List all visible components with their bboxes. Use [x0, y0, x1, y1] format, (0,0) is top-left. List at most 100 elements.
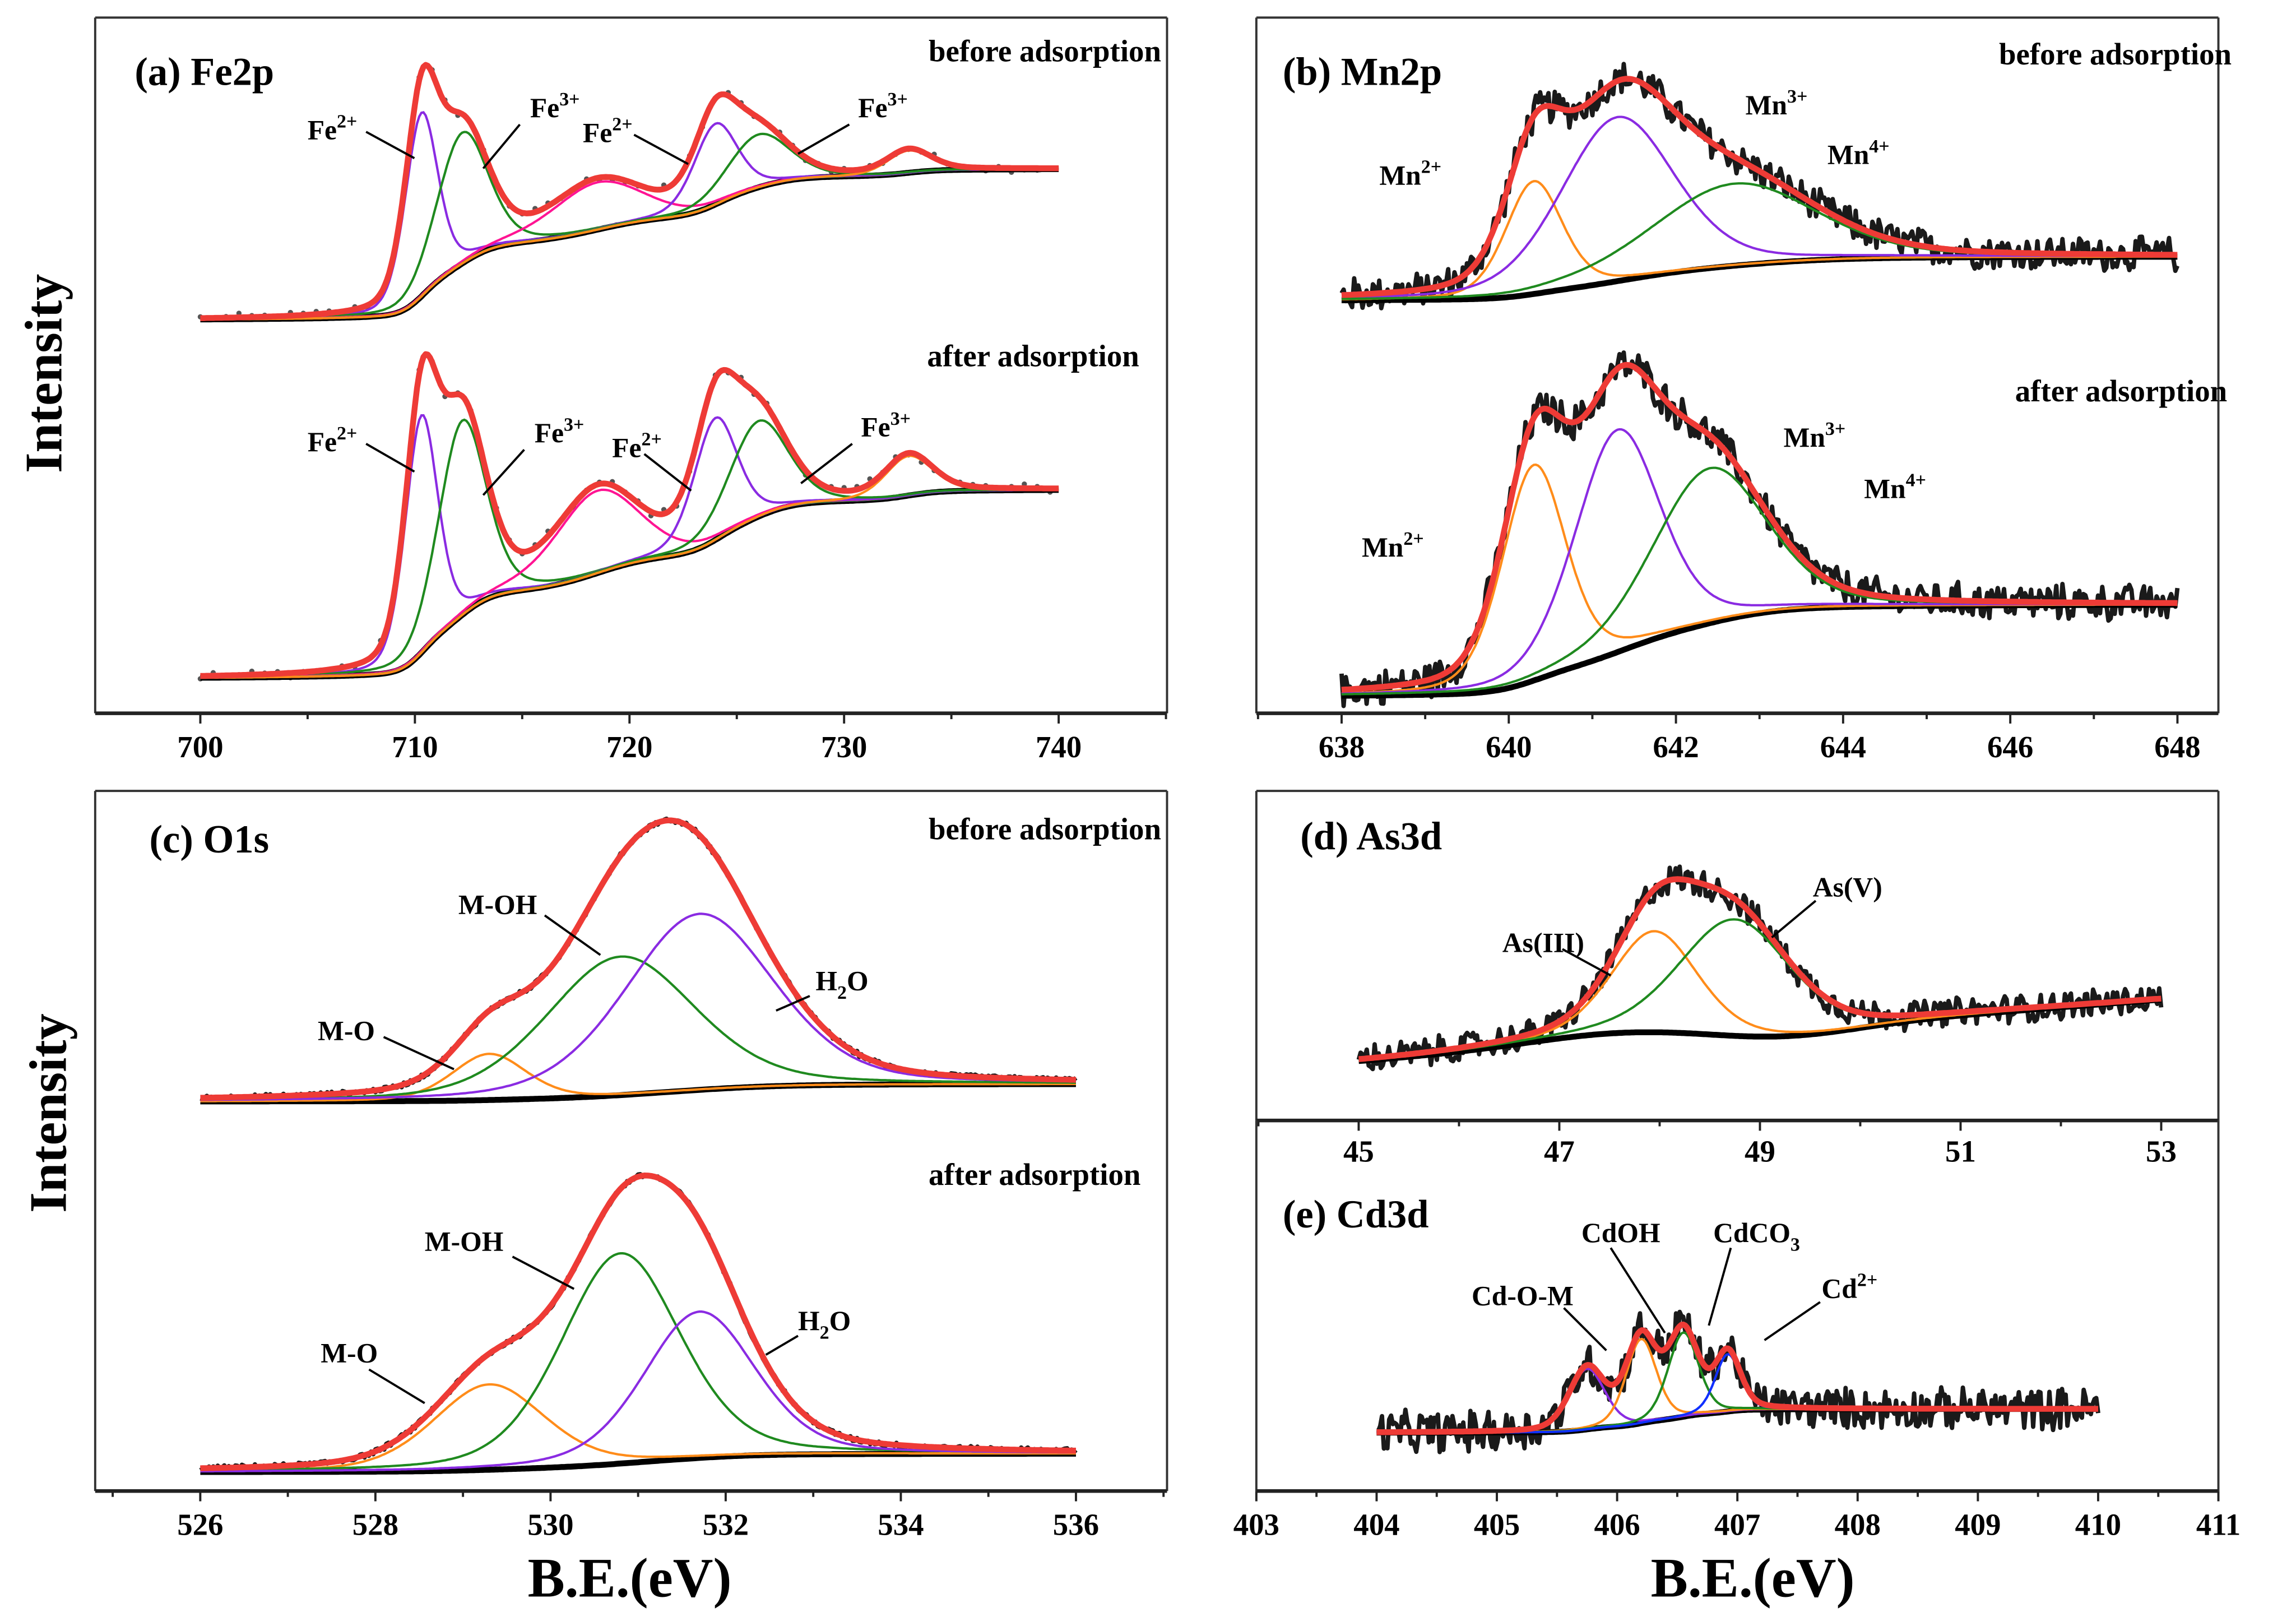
annotation-base: Fe [858, 92, 887, 123]
peak-annotation: Fe2+ [612, 429, 662, 463]
condition-label: after adsorption [927, 339, 1139, 373]
annotation-base: H [798, 1305, 820, 1336]
peak-annotation: Cd-O-M [1472, 1280, 1574, 1311]
annotation-superscript: 3+ [887, 89, 907, 110]
peak-annotation: H2O [798, 1305, 851, 1343]
annotation-base: Fe [583, 117, 612, 148]
annotation-leader-line [544, 914, 601, 956]
annotation-base: M-O [318, 1015, 375, 1046]
x-tick-label: 528 [352, 1508, 398, 1542]
panel-title: (a) Fe2p [134, 50, 274, 94]
peak-annotation: M-O [321, 1337, 378, 1368]
x-tick-label: 648 [2154, 730, 2200, 764]
annotation-leader-line [797, 123, 850, 155]
annotation-base: Mn [1362, 532, 1403, 563]
fit-component [200, 149, 1059, 321]
x-tick-label: 49 [1745, 1134, 1775, 1168]
panel-b: 638 640 642 644 646 648 (b) Mn2p before adsorpt… [1255, 16, 2232, 764]
x-tick-label: 45 [1343, 1134, 1374, 1168]
y-axis-label-bottom: Intensity [20, 1013, 78, 1212]
peak-annotation: Fe2+ [583, 114, 633, 149]
annotation-superscript: 2+ [337, 423, 357, 444]
annotation-superscript: 4+ [1906, 470, 1926, 491]
annotation-leader-line [512, 1255, 575, 1290]
y-axis-label-top: Intensity [15, 274, 73, 473]
peak-annotation: Mn2+ [1379, 156, 1441, 191]
peak-annotation: CdCO3 [1713, 1217, 1800, 1255]
peak-annotation: Mn3+ [1783, 419, 1845, 453]
annotation-leader-line [368, 1368, 425, 1405]
spectrum-before-adsorption: before adsorption M-OH H2O M-O [200, 812, 1161, 1105]
annotation-base: Mn [1827, 140, 1869, 170]
x-tick-label: 640 [1486, 730, 1532, 764]
fit-component [200, 1310, 1076, 1473]
x-tick-label: 47 [1544, 1134, 1575, 1168]
peak-annotation: Fe3+ [861, 409, 911, 443]
annotation-superscript: 2+ [1403, 529, 1423, 549]
annotation-base: Cd-O-M [1472, 1280, 1574, 1311]
annotation-leader-line [482, 123, 521, 169]
x-tick-label: 411 [2196, 1508, 2241, 1542]
condition-label: before adsorption [1999, 37, 2232, 71]
annotation-leader-line [1771, 900, 1817, 938]
x-tick-label: 53 [2146, 1134, 2177, 1168]
x-tick-label: 536 [1053, 1508, 1099, 1542]
plots: 700 710 720 730 740 (a) Fe2p before adsorption… [94, 16, 2241, 1542]
fit-component [200, 1383, 1076, 1472]
annotation-superscript: 2+ [642, 429, 662, 450]
fit-envelope [1341, 362, 2178, 693]
x-tick-label: 408 [1835, 1508, 1881, 1542]
annotation-superscript: 2+ [1857, 1269, 1877, 1290]
annotation-superscript: 4+ [1869, 136, 1889, 157]
annotation-superscript: 2+ [337, 111, 357, 132]
x-tick-label: 642 [1653, 730, 1699, 764]
fit-component [200, 455, 1059, 679]
x-tick-label: 405 [1474, 1508, 1520, 1542]
fit-component [200, 488, 1059, 679]
fit-envelope [1375, 1321, 2099, 1435]
annotation-base: M-OH [425, 1226, 504, 1257]
annotation-leader-line [1562, 948, 1612, 977]
spectrum-main: As(III)As(V) [1356, 864, 2164, 1072]
peak-annotation: Fe3+ [858, 89, 908, 123]
raw-data-line [1339, 62, 2179, 311]
peak-annotation: Fe3+ [530, 89, 580, 123]
annotation-base: Mn [1746, 90, 1787, 121]
panel-d: 45 47 49 51 53 (d) As3d As(III)As(V) [1255, 790, 2220, 1168]
annotation-subscript: 3 [1791, 1235, 1800, 1255]
x-tick-label: 730 [821, 730, 867, 764]
x-tick-label: 409 [1955, 1508, 2001, 1542]
panel-title: (d) As3d [1300, 815, 1442, 859]
annotation-base: CdCO [1713, 1217, 1791, 1248]
annotation-superscript: 3+ [1825, 419, 1845, 439]
x-tick-label: 638 [1319, 730, 1365, 764]
x-tick-label: 526 [177, 1508, 223, 1542]
fit-envelope [200, 62, 1060, 321]
x-axis-label-left: B.E.(eV) [528, 1547, 732, 1609]
background-line [200, 166, 1059, 323]
annotation-leader-line [1609, 1247, 1666, 1334]
peak-annotation: Fe2+ [308, 111, 358, 145]
annotation-base: Mn [1864, 473, 1905, 504]
annotation-superscript: 3+ [1787, 86, 1807, 107]
panel-title: (e) Cd3d [1283, 1193, 1429, 1236]
fit-envelope [200, 817, 1077, 1101]
annotation-superscript: 3+ [890, 409, 911, 429]
fit-envelope [200, 1173, 1077, 1471]
x-tick-label: 404 [1353, 1508, 1399, 1542]
background-line [200, 487, 1059, 681]
x-tick-label: 403 [1233, 1508, 1279, 1542]
x-tick-label: 720 [606, 730, 652, 764]
annotation-base: Fe [535, 418, 564, 448]
peak-annotation: Mn4+ [1864, 470, 1926, 504]
annotation-leader-line [643, 453, 692, 492]
annotation-superscript: 2+ [1421, 156, 1441, 177]
annotation-base: M-OH [458, 889, 537, 920]
panel-title: (b) Mn2p [1283, 50, 1442, 94]
annotation-superscript: 3+ [564, 414, 584, 435]
peak-annotation: As(V) [1813, 872, 1882, 902]
peak-annotation: Mn3+ [1746, 86, 1808, 121]
